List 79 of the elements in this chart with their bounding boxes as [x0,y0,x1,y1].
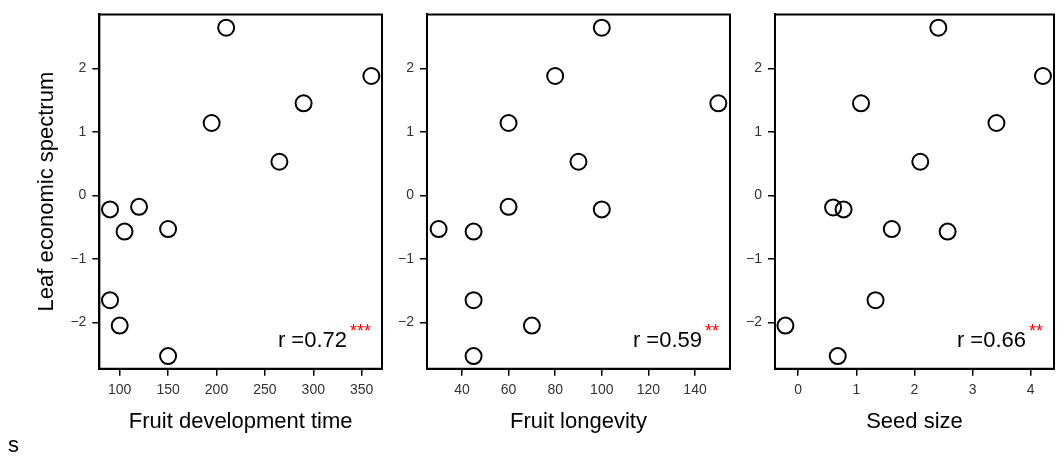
point [464,347,483,366]
point [110,316,129,335]
point [828,347,847,366]
point [709,94,728,113]
y-tick-label: −2 [745,313,763,330]
point [834,200,853,219]
point [866,291,885,310]
y-tick-label: 0 [406,186,415,203]
point [499,197,518,216]
x-axis-title: Fruit development time [128,407,353,433]
point [824,198,843,217]
annotation: r =0.72 [277,326,347,352]
x-tick-label: 80 [547,381,564,398]
x-tick-label: 350 [349,381,374,398]
y-tick-label: 2 [406,59,415,76]
x-tick-label: 300 [301,381,326,398]
x-tick-label: 100 [590,381,614,398]
y-tick-label: 2 [78,59,87,76]
x-tick-label: 0 [794,381,803,398]
point [101,200,120,219]
y-tick-label: 0 [78,186,87,203]
point [270,152,289,171]
point [882,220,901,239]
point [217,18,236,37]
y-tick-label: 1 [754,122,763,139]
x-tick-label: 2 [910,381,919,398]
point [130,197,149,216]
x-axis-title: Fruit longevity [510,407,647,433]
point [159,347,178,366]
point [159,220,178,239]
point [429,220,448,239]
x-tick-label: 120 [636,381,661,398]
x-tick-label: 140 [683,381,707,398]
y-tick-label: 1 [406,122,415,139]
y-tick-label: −1 [70,249,87,266]
x-tick-label: 150 [156,381,180,398]
point [522,316,541,335]
point [938,222,957,241]
point [546,67,565,86]
point [929,18,948,37]
y-axis-title: Leaf economic spectrum [33,71,59,312]
point [1033,67,1052,86]
annotation: *** [349,320,371,341]
y-tick-label: 1 [78,122,87,139]
point [101,291,120,310]
point [987,114,1006,133]
x-tick-label: 60 [500,381,517,398]
point [499,114,518,133]
point [569,152,588,171]
x-tick-label: 1 [852,381,861,398]
point [592,200,611,219]
x-tick-label: 40 [454,381,470,398]
x-tick-label: 250 [253,381,277,398]
point [852,94,870,113]
point [464,291,483,310]
x-tick-label: 4 [1026,381,1035,398]
x-tick-label: 200 [204,381,229,398]
point [202,114,221,133]
y-tick-label: −2 [397,313,415,330]
point [592,18,611,37]
annotation: ** [704,320,720,341]
text: s [8,432,19,458]
y-tick-label: −1 [745,249,763,266]
annotation: ** [1028,320,1044,341]
x-axis-title: Seed size [866,407,963,433]
y-tick-label: −1 [397,249,415,266]
point [776,316,795,335]
x-tick-label: 100 [108,381,132,398]
y-tick-label: −2 [70,313,87,330]
point [362,67,381,86]
y-tick-label: 2 [754,59,763,76]
point [115,222,134,241]
point [911,152,930,171]
point [294,94,313,113]
annotation: r =0.66 [956,326,1026,352]
annotation: r =0.59 [632,326,702,352]
x-tick-label: 3 [968,381,977,398]
point [464,222,483,241]
y-tick-label: 0 [754,186,763,203]
